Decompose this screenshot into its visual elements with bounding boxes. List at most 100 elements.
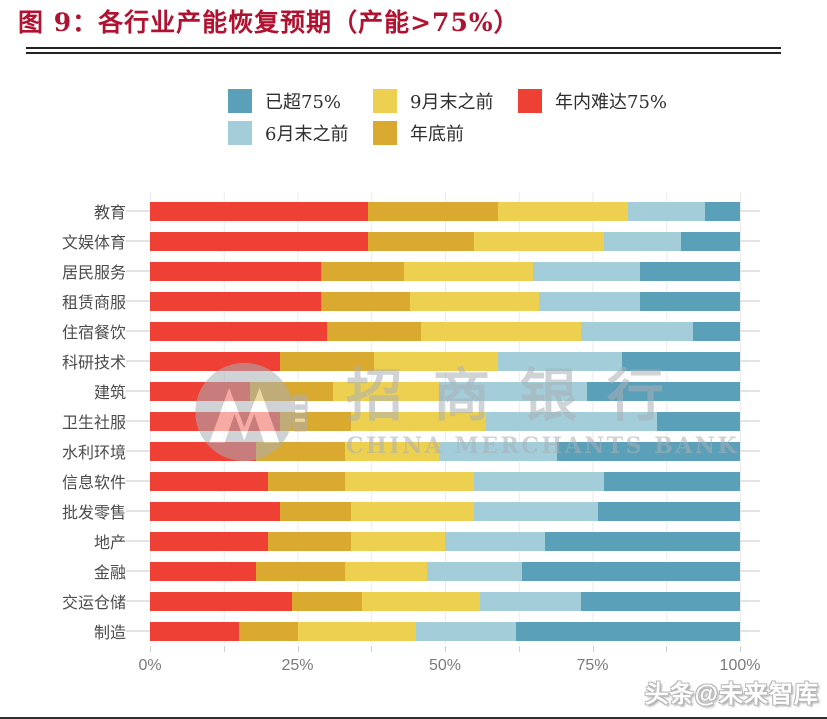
chart-row: 租赁商服 (0, 286, 827, 316)
x-axis-label: 25% (281, 657, 314, 674)
stacked-bar (150, 381, 740, 401)
bar-segment (291, 591, 363, 611)
bar-segment (150, 291, 322, 311)
chart-legend: 已超75% 9月末之前 年内难达75% 6月末之前 年底前 (228, 88, 667, 146)
bar-segment (344, 561, 428, 581)
bar-segment (238, 621, 298, 641)
bar-segment (350, 411, 487, 431)
axis-tick-line (126, 240, 150, 242)
bar-segment (368, 201, 499, 221)
axis-tick-line (740, 270, 760, 272)
stacked-bar (150, 231, 740, 251)
stacked-bar (150, 621, 740, 641)
axis-tick-line (126, 480, 150, 482)
chart-row: 制造 (0, 616, 827, 646)
bar-segment (580, 321, 693, 341)
bar-segment (150, 411, 280, 431)
stacked-bar (150, 261, 740, 281)
bar-segment (580, 591, 740, 611)
axis-tick-line (126, 210, 150, 212)
bar-segment (344, 471, 475, 491)
legend-item: 年底前 (373, 120, 518, 146)
chart-row: 建筑 (0, 376, 827, 406)
legend-item: 9月末之前 (373, 88, 518, 114)
bar-segment (598, 501, 740, 521)
legend-swatch-yellow (373, 89, 397, 113)
axis-tick-line (126, 510, 150, 512)
axis-tick-line (740, 540, 760, 542)
legend-label: 已超75% (265, 92, 342, 113)
category-label: 住宿餐饮 (61, 323, 126, 342)
stacked-bar (150, 561, 740, 581)
chart-row: 金融 (0, 556, 827, 586)
bar-segment (321, 291, 410, 311)
axis-tick-line (740, 630, 760, 632)
x-axis-tick (445, 646, 446, 652)
category-label: 制造 (93, 623, 126, 642)
bar-segment (515, 621, 740, 641)
bar-segment (474, 471, 605, 491)
axis-tick-line (126, 540, 150, 542)
x-axis: 0% 25% 50% 75% 100% (138, 646, 760, 682)
x-axis-label: 75% (576, 657, 609, 674)
bar-segment (539, 291, 640, 311)
bar-segment (268, 471, 345, 491)
bar-segment (545, 531, 740, 551)
bar-segment (498, 351, 622, 371)
legend-label: 年底前 (410, 124, 464, 145)
bar-segment (150, 471, 268, 491)
bar-segment (427, 561, 522, 581)
chart-row: 科研技术 (0, 346, 827, 376)
chart-row: 水利环境 (0, 436, 827, 466)
bar-segment (521, 561, 740, 581)
x-axis-tick (740, 646, 741, 652)
axis-tick-line (740, 300, 760, 302)
category-label: 金融 (93, 563, 126, 582)
legend-label: 年内难达75% (555, 92, 668, 113)
bar-segment (150, 531, 268, 551)
bar-segment (150, 351, 280, 371)
category-label: 居民服务 (61, 263, 126, 282)
bar-segment (639, 261, 740, 281)
bar-segment (150, 321, 327, 341)
bar-segment (409, 291, 540, 311)
chart-row: 卫生社服 (0, 406, 827, 436)
bar-segment (321, 261, 404, 281)
stacked-bar (150, 471, 740, 491)
bar-segment (374, 351, 499, 371)
bar-segment (480, 591, 581, 611)
bar-segment (150, 561, 257, 581)
bar-segment (256, 561, 345, 581)
bar-segment (444, 531, 546, 551)
stacked-bar (150, 321, 740, 341)
stacked-bar (150, 501, 740, 521)
legend-swatch-teal (228, 89, 252, 113)
legend-item: 6月末之前 (228, 120, 373, 146)
axis-tick-line (126, 450, 150, 452)
chart-row: 交运仓储 (0, 586, 827, 616)
axis-tick-line (126, 390, 150, 392)
bar-segment (150, 381, 251, 401)
bar-segment (692, 321, 740, 341)
axis-tick-line (740, 330, 760, 332)
bar-segment (297, 621, 416, 641)
axis-tick-line (740, 210, 760, 212)
bar-segment (268, 531, 351, 551)
stacked-bar (150, 201, 740, 221)
stacked-bar (150, 531, 740, 551)
axis-tick-line (740, 450, 760, 452)
axis-tick-line (740, 360, 760, 362)
chart-row: 文娱体育 (0, 226, 827, 256)
bar-segment (421, 321, 581, 341)
axis-tick-line (740, 480, 760, 482)
bar-segment (350, 531, 445, 551)
legend-swatch-gold (373, 121, 397, 145)
axis-tick-line (126, 570, 150, 572)
bar-segment (150, 441, 257, 461)
bar-segment (586, 381, 740, 401)
axis-tick-line (126, 360, 150, 362)
x-axis-tick (666, 646, 668, 652)
bar-segment (279, 411, 351, 431)
x-axis-tick (592, 646, 594, 652)
chart-row: 批发零售 (0, 496, 827, 526)
